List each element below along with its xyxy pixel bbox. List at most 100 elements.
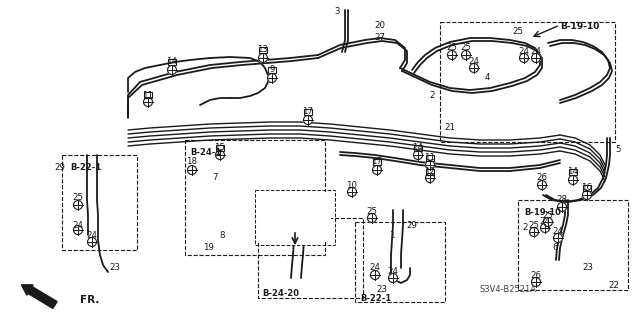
Text: 28: 28 — [557, 196, 568, 204]
Circle shape — [470, 63, 479, 72]
Text: B-24-20: B-24-20 — [262, 289, 299, 298]
Bar — [185, 140, 325, 255]
Circle shape — [538, 181, 547, 189]
Text: 24: 24 — [369, 263, 381, 272]
Text: 25: 25 — [529, 220, 540, 229]
Text: 24: 24 — [518, 48, 529, 56]
Circle shape — [188, 166, 196, 174]
Bar — [216, 145, 224, 151]
Bar — [268, 67, 276, 73]
Circle shape — [216, 151, 225, 160]
Circle shape — [74, 201, 83, 210]
Circle shape — [531, 54, 541, 63]
Text: 24: 24 — [387, 268, 399, 277]
Text: 16: 16 — [582, 183, 593, 192]
Circle shape — [568, 175, 577, 184]
Text: 6: 6 — [552, 243, 557, 253]
Circle shape — [447, 50, 456, 60]
Text: 12: 12 — [424, 167, 435, 176]
Text: 21: 21 — [445, 123, 456, 132]
Bar — [259, 47, 267, 53]
Text: S3V4-B2521A: S3V4-B2521A — [480, 286, 537, 294]
Text: 29: 29 — [406, 220, 417, 229]
Text: 22: 22 — [609, 280, 620, 290]
Bar — [373, 159, 381, 165]
Text: 23: 23 — [376, 286, 387, 294]
Text: 13: 13 — [257, 46, 269, 55]
Text: 11: 11 — [143, 91, 154, 100]
Bar — [304, 109, 312, 115]
Text: 2: 2 — [429, 91, 435, 100]
Bar — [258, 192, 330, 240]
Text: 24: 24 — [540, 218, 550, 226]
Text: 19: 19 — [203, 243, 213, 253]
Text: 29: 29 — [54, 164, 65, 173]
Text: 3: 3 — [334, 8, 340, 17]
Circle shape — [348, 188, 356, 197]
Text: 20: 20 — [374, 20, 385, 29]
Text: 26: 26 — [536, 174, 547, 182]
Text: 27: 27 — [374, 33, 385, 42]
Text: 25: 25 — [513, 27, 524, 36]
Bar — [569, 169, 577, 175]
Circle shape — [143, 98, 152, 107]
Circle shape — [543, 218, 552, 226]
Text: 25: 25 — [72, 194, 83, 203]
Bar — [426, 169, 434, 175]
Bar — [144, 92, 152, 98]
Text: 8: 8 — [220, 231, 225, 240]
Bar — [583, 185, 591, 191]
Circle shape — [557, 203, 566, 211]
Text: 18: 18 — [186, 158, 198, 167]
Circle shape — [74, 226, 83, 234]
Circle shape — [88, 238, 97, 247]
Text: 9: 9 — [269, 65, 275, 75]
Circle shape — [554, 234, 563, 242]
Circle shape — [303, 115, 312, 124]
Circle shape — [541, 224, 550, 233]
Circle shape — [413, 151, 422, 160]
Circle shape — [531, 278, 541, 286]
Bar — [518, 200, 628, 290]
Text: 23: 23 — [109, 263, 120, 272]
Text: 14: 14 — [568, 167, 579, 176]
Circle shape — [461, 50, 470, 60]
Bar — [168, 59, 176, 65]
Text: 15: 15 — [214, 144, 225, 152]
Circle shape — [582, 190, 591, 199]
Bar — [62, 155, 137, 250]
Text: 23: 23 — [582, 263, 593, 272]
Text: 24: 24 — [468, 57, 479, 66]
Text: 7: 7 — [212, 174, 218, 182]
Circle shape — [520, 54, 529, 63]
Text: 25: 25 — [367, 207, 378, 217]
Text: 25: 25 — [447, 43, 458, 53]
Text: 10: 10 — [346, 181, 358, 189]
Circle shape — [426, 174, 435, 182]
Circle shape — [367, 213, 376, 222]
Text: FR.: FR. — [80, 295, 99, 305]
Circle shape — [372, 166, 381, 174]
Text: 24: 24 — [552, 227, 563, 236]
Text: 24: 24 — [86, 231, 97, 240]
Text: 26: 26 — [531, 271, 541, 279]
Bar — [440, 22, 615, 142]
Text: B-22-1: B-22-1 — [70, 163, 101, 172]
Text: 25: 25 — [543, 211, 554, 219]
Text: B-19-10: B-19-10 — [560, 22, 600, 31]
Text: B-19-10: B-19-10 — [524, 208, 561, 217]
Text: 11: 11 — [424, 153, 435, 162]
Text: 4: 4 — [484, 73, 490, 83]
Circle shape — [426, 160, 435, 169]
Circle shape — [529, 227, 538, 236]
Bar — [355, 222, 445, 302]
Circle shape — [388, 273, 397, 283]
Text: 2: 2 — [522, 224, 528, 233]
Bar — [426, 155, 434, 161]
Text: 5: 5 — [615, 145, 621, 154]
Text: 1: 1 — [389, 231, 395, 240]
Text: 14: 14 — [413, 144, 424, 152]
Text: 17: 17 — [303, 108, 314, 116]
Bar — [258, 218, 363, 298]
Text: 25: 25 — [461, 43, 472, 53]
